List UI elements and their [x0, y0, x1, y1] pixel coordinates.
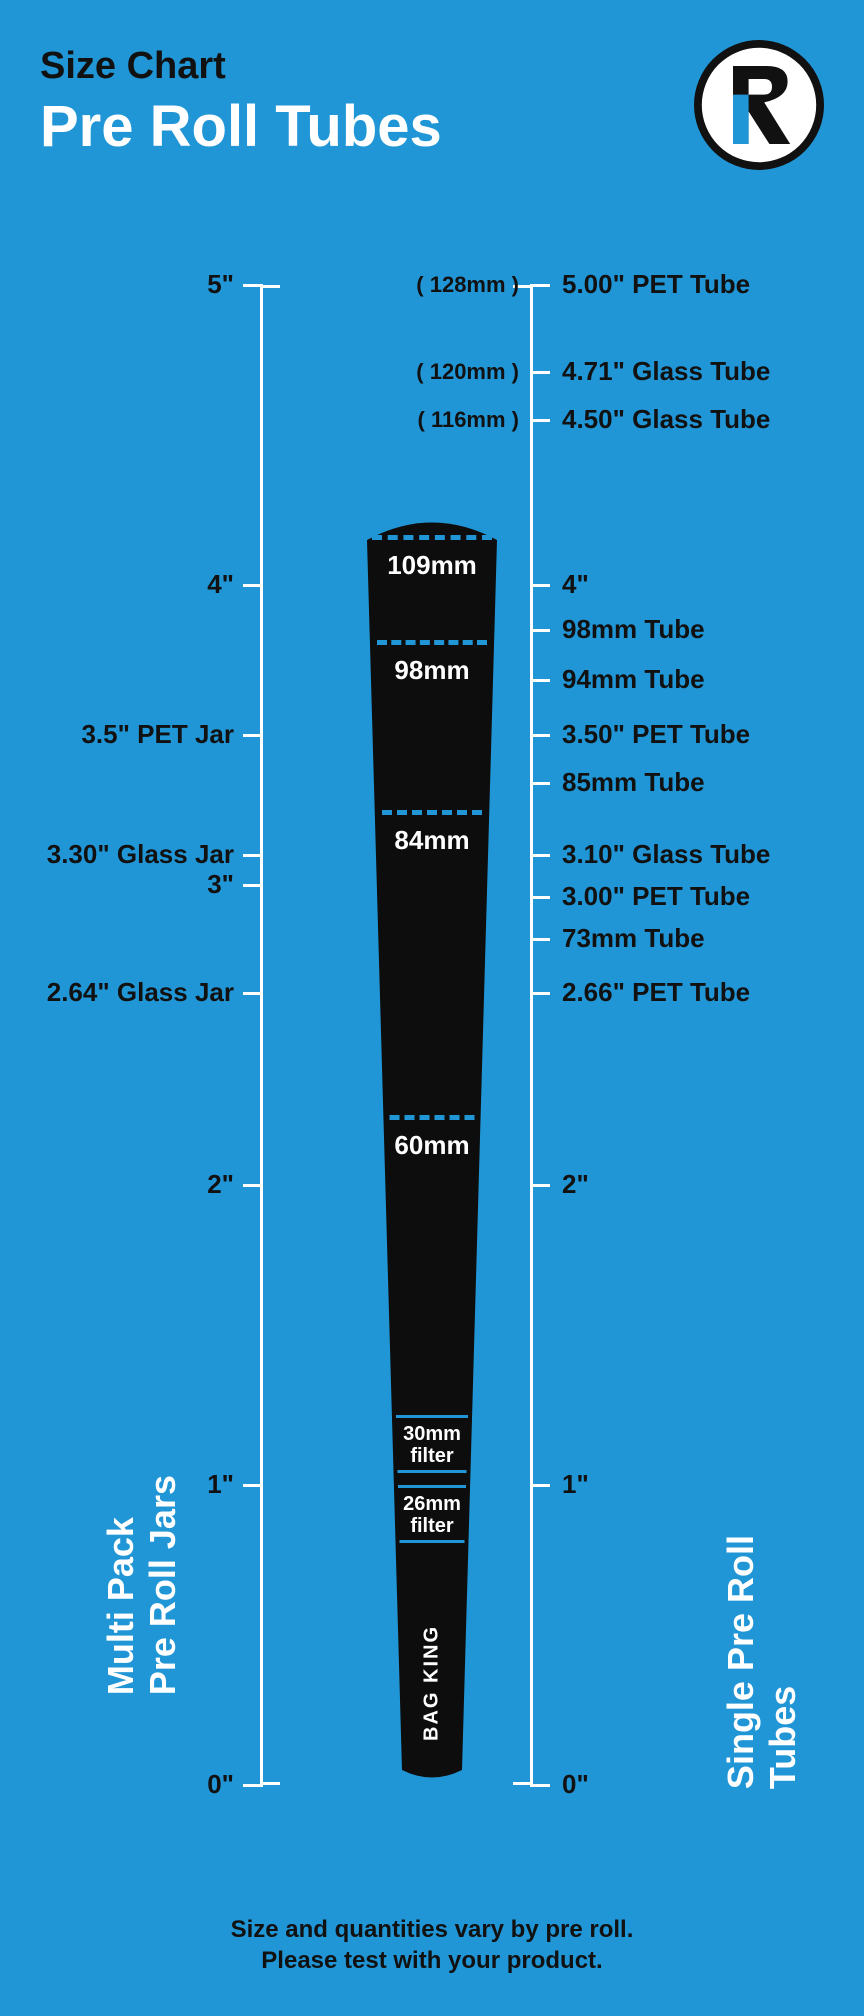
ruler-tick	[243, 854, 263, 857]
footer-line: Please test with your product.	[0, 1945, 864, 1976]
cone-size-label: 98mm	[394, 655, 469, 686]
cone-filter-line	[400, 1540, 465, 1543]
inch-mark-label: 4"	[207, 569, 234, 600]
ruler-tick	[530, 679, 550, 682]
ruler-tick	[243, 884, 263, 887]
ruler-tick	[530, 419, 550, 422]
tube-size-label: 3.00" PET Tube	[562, 881, 750, 912]
tube-size-label: 94mm Tube	[562, 664, 705, 695]
ruler-tick	[243, 584, 263, 587]
tube-size-label: 73mm Tube	[562, 923, 705, 954]
axis-cap	[260, 1782, 280, 1785]
ruler-tick	[530, 1784, 550, 1787]
cone-dash-line	[377, 640, 487, 645]
inch-mark-label: 4"	[562, 569, 589, 600]
cone-filter-line	[398, 1485, 466, 1488]
ruler-tick	[530, 782, 550, 785]
jar-size-label: 2.64" Glass Jar	[47, 977, 234, 1008]
inch-mark-label: 0"	[207, 1769, 234, 1800]
tube-size-label: 4.50" Glass Tube	[562, 404, 770, 435]
tube-size-label: 5.00" PET Tube	[562, 269, 750, 300]
ruler-tick	[530, 938, 550, 941]
brand-logo	[694, 40, 824, 170]
chart-title: Pre Roll Tubes	[40, 93, 442, 160]
ruler-tick	[243, 992, 263, 995]
ruler-tick	[530, 284, 550, 287]
inch-mark-label: 5"	[207, 269, 234, 300]
inch-mark-label: 3"	[207, 869, 234, 900]
cone-filter-line	[398, 1470, 467, 1473]
ruler-tick	[530, 854, 550, 857]
tube-size-label: 98mm Tube	[562, 614, 705, 645]
label-text: Multi Pack	[100, 1517, 141, 1695]
cone-brand-label: BAG KING	[421, 1625, 444, 1741]
left-category-label: Multi Pack Pre Roll Jars	[100, 1475, 184, 1695]
axis-cap	[260, 285, 280, 288]
ruler-tick	[530, 1484, 550, 1487]
cone-dash-line	[390, 1115, 475, 1120]
footer-disclaimer: Size and quantities vary by pre roll. Pl…	[0, 1914, 864, 1976]
tube-size-label: 85mm Tube	[562, 767, 705, 798]
filter-size-label: 26mmfilter	[403, 1493, 461, 1537]
mm-annotation: ( 116mm )	[418, 407, 520, 433]
header: Size Chart Pre Roll Tubes	[40, 45, 442, 160]
jar-size-label: 3.30" Glass Jar	[47, 839, 234, 870]
label-text: Tubes	[762, 1686, 803, 1789]
right-ruler-axis	[530, 285, 533, 1785]
ruler-tick	[243, 1184, 263, 1187]
cone-size-label: 60mm	[394, 1130, 469, 1161]
cone-dash-line	[382, 810, 482, 815]
ruler-tick	[243, 734, 263, 737]
mm-annotation: ( 128mm )	[416, 272, 519, 298]
tube-size-label: 2.66" PET Tube	[562, 977, 750, 1008]
filter-size-label: 30mmfilter	[403, 1423, 461, 1467]
inch-mark-label: 2"	[207, 1169, 234, 1200]
inch-mark-label: 2"	[562, 1169, 589, 1200]
ruler-tick	[243, 1484, 263, 1487]
jar-size-label: 3.5" PET Jar	[81, 719, 234, 750]
mm-annotation: ( 120mm )	[416, 359, 519, 385]
ruler-tick	[530, 734, 550, 737]
cone-size-label: 109mm	[387, 550, 477, 581]
inch-mark-label: 1"	[562, 1469, 589, 1500]
label-text: Pre Roll Jars	[142, 1475, 183, 1695]
tube-size-label: 3.10" Glass Tube	[562, 839, 770, 870]
ruler-tick	[530, 584, 550, 587]
inch-mark-label: 0"	[562, 1769, 589, 1800]
ruler-tick	[530, 371, 550, 374]
ruler-tick	[530, 629, 550, 632]
footer-line: Size and quantities vary by pre roll.	[0, 1914, 864, 1945]
right-category-label: Single Pre Roll Tubes	[720, 1535, 804, 1789]
ruler-tick	[530, 1184, 550, 1187]
inch-mark-label: 1"	[207, 1469, 234, 1500]
cone-size-label: 84mm	[394, 825, 469, 856]
cone-dash-line	[372, 535, 492, 540]
label-text: Single Pre Roll	[720, 1535, 761, 1789]
ruler-tick	[530, 896, 550, 899]
tube-size-label: 3.50" PET Tube	[562, 719, 750, 750]
ruler-tick	[243, 284, 263, 287]
left-ruler-axis	[260, 285, 263, 1785]
chart-subtitle: Size Chart	[40, 45, 442, 88]
ruler-tick	[530, 992, 550, 995]
size-chart: 5"4"3"2"1"0"4"2"1"0"3.5" PET Jar3.30" Gl…	[0, 285, 864, 1885]
ruler-tick	[243, 1784, 263, 1787]
cone-filter-line	[396, 1415, 468, 1418]
tube-size-label: 4.71" Glass Tube	[562, 356, 770, 387]
